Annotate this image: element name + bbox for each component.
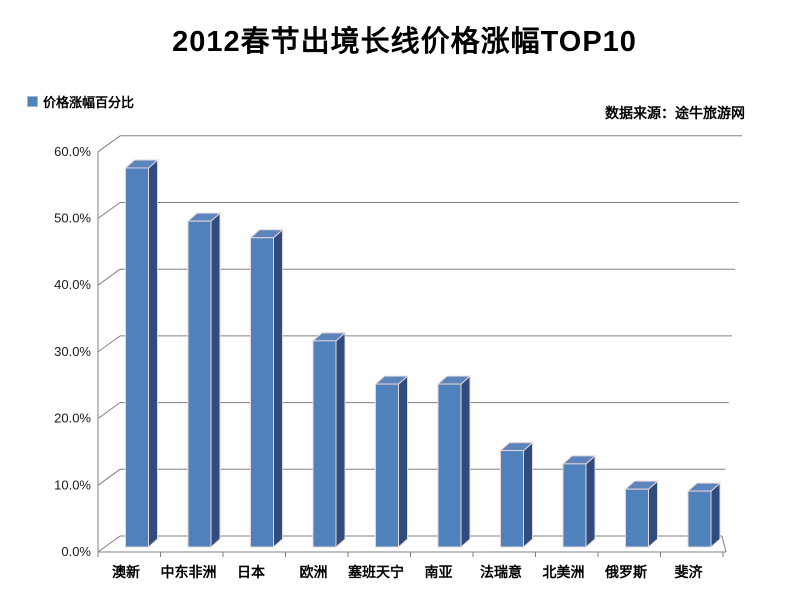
bar-front-face	[125, 167, 149, 548]
legend-marker-icon	[27, 96, 38, 107]
bar-side-face	[585, 454, 596, 549]
x-category-label: 日本	[237, 564, 266, 580]
bar-front-face	[500, 450, 524, 548]
bar-front-face	[312, 340, 337, 548]
bar-side-face	[210, 212, 221, 549]
gridline-depth-connector	[97, 402, 121, 420]
x-category-label: 南亚	[425, 564, 453, 580]
y-axis-tick-label: 60.0%	[54, 144, 91, 159]
bar-side-face	[398, 374, 408, 549]
gridline-depth-connector	[97, 268, 121, 286]
legend-label: 价格涨幅百分比	[43, 95, 135, 110]
y-axis-tick-label: 40.0%	[54, 277, 91, 292]
bar-side-face	[335, 331, 346, 549]
bar-side-face	[273, 228, 283, 549]
y-axis-tick-label: 50.0%	[54, 211, 91, 226]
x-category-label: 北美洲	[543, 564, 585, 580]
bar-front-face	[187, 220, 212, 548]
gridline-depth-connector	[97, 202, 121, 219]
bar-front-face	[562, 463, 587, 548]
x-category-label: 塞班天宁	[348, 564, 404, 580]
bar-front-face	[375, 383, 399, 548]
bar-side-face	[523, 441, 533, 549]
x-category-label: 法瑞意	[480, 564, 522, 580]
data-source-note: 数据来源：途牛旅游网	[605, 105, 745, 121]
floor-right-depth-connector	[721, 535, 727, 553]
gridline-depth-connector	[97, 535, 121, 553]
x-category-label: 澳新	[112, 564, 140, 580]
y-axis-tick-label: 20.0%	[54, 411, 91, 426]
bar-front-face	[437, 383, 462, 548]
x-category-label: 俄罗斯	[604, 564, 647, 580]
bar-side-face	[710, 482, 721, 549]
bar-side-face	[648, 480, 658, 549]
y-axis-tick-label: 10.0%	[54, 477, 91, 492]
bar-front-face	[625, 488, 649, 548]
bar-front-face	[250, 237, 274, 548]
x-category-label: 中东非洲	[161, 564, 217, 580]
bar-front-face	[687, 490, 712, 548]
chart-title: 2012春节出境长线价格涨幅TOP10	[172, 26, 637, 58]
x-category-label: 斐济	[675, 564, 704, 580]
y-axis-tick-label: 0.0%	[61, 544, 91, 559]
gridline-depth-connector	[97, 468, 121, 486]
gridline-depth-connector	[97, 135, 121, 153]
legend: 价格涨幅百分比	[27, 92, 134, 111]
gridline-depth-connector	[97, 335, 121, 353]
bar-side-face	[460, 374, 471, 549]
bar-side-face	[148, 158, 158, 549]
x-category-label: 欧洲	[300, 564, 328, 580]
y-axis-tick-label: 30.0%	[54, 344, 91, 359]
